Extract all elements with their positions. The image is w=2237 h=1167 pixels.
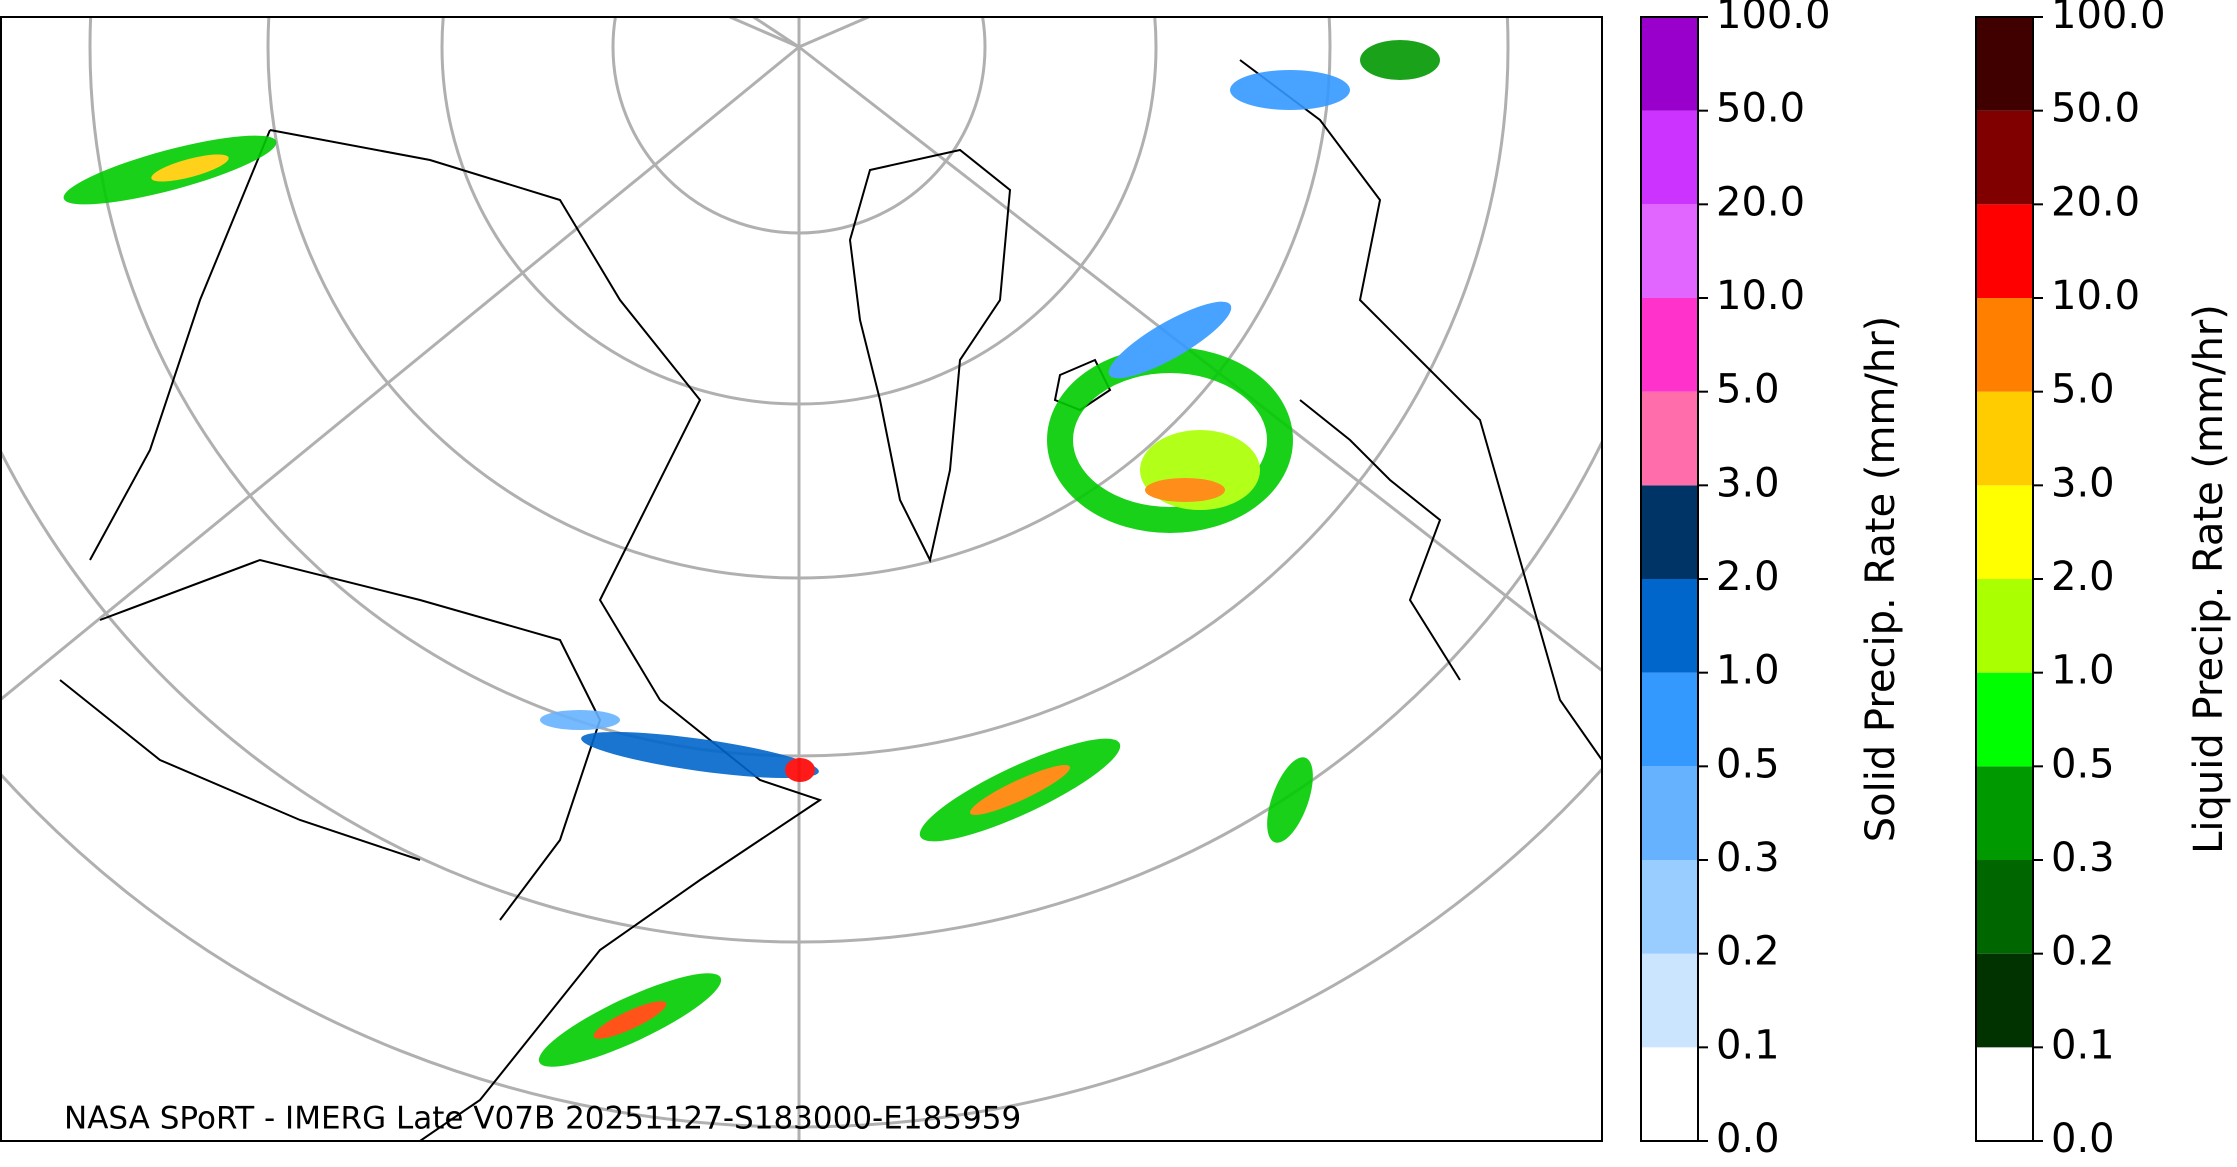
colorbar-label: Liquid Precip. Rate (mm/hr)	[2186, 304, 2232, 854]
tick-label: 50.0	[2051, 86, 2140, 132]
tick-label: 10.0	[2051, 273, 2140, 319]
tick-label: 0.0	[1716, 1116, 1780, 1162]
colorbar: 0.0 0.1 0.2 0.3 0.5 1.0 2.0 3.0 5.0 10.0 20.0 50.0 1…	[1640, 0, 1904, 1162]
tick-label: 0.3	[1716, 835, 1780, 881]
tick-label: 3.0	[2051, 460, 2115, 506]
iceland	[1053, 358, 1112, 412]
color-bin	[1641, 860, 1698, 954]
color-bin	[1976, 204, 2033, 298]
color-bin	[1976, 391, 2033, 486]
tick-label: 20.0	[2051, 179, 2140, 225]
tick-label: 0.5	[1716, 741, 1780, 787]
color-bin	[1976, 766, 2033, 860]
color-bin	[1976, 579, 2033, 673]
color-bin	[1976, 953, 2033, 1048]
color-bin	[1641, 485, 1698, 579]
color-bin	[1976, 110, 2033, 205]
color-bin	[1976, 860, 2033, 954]
tick-label: 0.1	[1716, 1022, 1780, 1068]
tick-label: 1.0	[2051, 648, 2115, 694]
tick-label: 20.0	[1716, 179, 1805, 225]
color-bin	[1976, 17, 2033, 111]
north-america	[89, 129, 823, 1141]
borders	[59, 558, 602, 921]
tick-label: 0.0	[2051, 1116, 2115, 1162]
colorbar-label: Solid Precip. Rate (mm/hr)	[1858, 316, 1904, 843]
tick-label: 10.0	[1716, 273, 1805, 319]
color-bin	[1641, 110, 1698, 205]
color-bin	[1641, 953, 1698, 1048]
tick-label: 2.0	[1716, 554, 1780, 600]
tick-label: 50.0	[1716, 86, 1805, 132]
tick-label: 3.0	[1716, 460, 1780, 506]
tick-label: 100.0	[2051, 0, 2166, 38]
color-bin	[1641, 579, 1698, 673]
tick-label: 0.5	[2051, 741, 2115, 787]
tick-label: 2.0	[2051, 554, 2115, 600]
coastlines	[59, 59, 1602, 1141]
color-bin	[1641, 17, 1698, 111]
tick-label: 5.0	[2051, 367, 2115, 413]
tick-label: 0.1	[2051, 1022, 2115, 1068]
color-bin	[1641, 391, 1698, 486]
color-bin	[1976, 672, 2033, 767]
color-bin	[1641, 1047, 1698, 1141]
color-bin	[1641, 766, 1698, 860]
precipitation	[63, 40, 1440, 1067]
color-bin	[1641, 204, 1698, 298]
color-bin	[1641, 672, 1698, 767]
tick-label: 0.2	[2051, 929, 2115, 975]
tick-label: 100.0	[1716, 0, 1831, 38]
color-bin	[1976, 298, 2033, 392]
tick-label: 0.3	[2051, 835, 2115, 881]
map-frame	[0, 16, 1603, 1142]
color-bin	[1641, 298, 1698, 392]
tick-label: 0.2	[1716, 929, 1780, 975]
map: NASA SPoRT - IMERG Late V07B 20251127-S1…	[1, 17, 1602, 1141]
color-bin	[1976, 1047, 2033, 1141]
europe	[1239, 59, 1602, 761]
credit: NASA SPoRT - IMERG Late V07B 20251127-S1…	[64, 1101, 1021, 1137]
colorbar: 0.0 0.1 0.2 0.3 0.5 1.0 2.0 3.0 5.0 10.0 20.0 50.0 1…	[1975, 0, 2232, 1162]
greenland	[848, 148, 1012, 563]
color-bin	[1976, 485, 2033, 579]
tick-label: 5.0	[1716, 367, 1780, 413]
tick-label: 1.0	[1716, 648, 1780, 694]
